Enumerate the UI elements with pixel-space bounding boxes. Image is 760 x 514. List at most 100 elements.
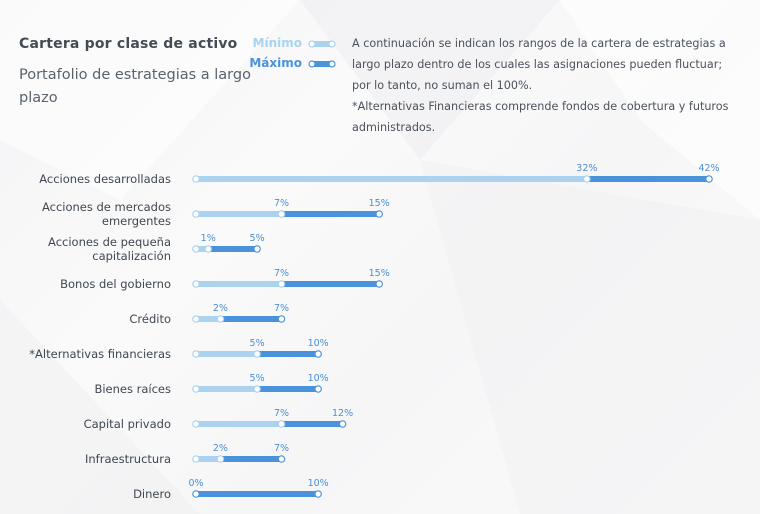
min-point bbox=[216, 455, 225, 463]
min-value-label: 7% bbox=[274, 198, 289, 209]
max-bar bbox=[196, 491, 319, 497]
max-value-label: 10% bbox=[308, 478, 329, 489]
min-bar bbox=[196, 421, 282, 427]
min-point bbox=[216, 315, 225, 323]
start-point bbox=[192, 420, 200, 428]
category-label-line: Capital privado bbox=[84, 417, 171, 431]
min-bar bbox=[196, 351, 258, 357]
start-point bbox=[192, 315, 200, 323]
min-value-label: 2% bbox=[213, 303, 228, 314]
start-point bbox=[192, 350, 200, 358]
category-label-line: capitalización bbox=[92, 249, 171, 263]
start-point bbox=[192, 385, 200, 393]
legend-min-swatch bbox=[308, 40, 336, 48]
max-point bbox=[375, 280, 384, 288]
category-label: Acciones de pequeña capitalización bbox=[48, 235, 171, 263]
max-point bbox=[277, 315, 286, 323]
max-bar bbox=[208, 246, 258, 252]
max-bar bbox=[220, 456, 282, 462]
legend-max-label: Máximo bbox=[249, 56, 302, 70]
min-value-label: 1% bbox=[201, 233, 216, 244]
max-point bbox=[705, 175, 713, 183]
category-label: Crédito bbox=[129, 312, 171, 326]
legend-max-swatch bbox=[308, 60, 336, 68]
max-bar bbox=[257, 351, 319, 357]
max-point bbox=[277, 455, 286, 463]
min-value-label: 7% bbox=[274, 408, 289, 419]
chart-title: Cartera por clase de activo bbox=[19, 36, 238, 52]
category-label-line: Bonos del gobierno bbox=[60, 277, 171, 291]
max-point bbox=[375, 210, 384, 218]
min-value-label: 32% bbox=[576, 163, 597, 174]
category-label-line: Crédito bbox=[129, 312, 171, 326]
min-bar bbox=[196, 386, 258, 392]
max-point bbox=[253, 245, 261, 253]
min-value-label: 7% bbox=[274, 268, 289, 279]
max-value-label: 5% bbox=[250, 233, 265, 244]
start-point bbox=[192, 490, 200, 498]
category-label: Bonos del gobierno bbox=[60, 277, 171, 291]
category-label-line: Acciones desarrolladas bbox=[39, 172, 171, 186]
min-value-label: 2% bbox=[213, 443, 228, 454]
category-label-line: Acciones de mercados bbox=[42, 200, 171, 214]
start-point bbox=[192, 280, 200, 288]
max-value-label: 7% bbox=[274, 303, 289, 314]
max-value-label: 15% bbox=[369, 198, 390, 209]
max-value-label: 42% bbox=[698, 163, 719, 174]
category-label: Acciones desarrolladas bbox=[39, 172, 171, 186]
min-point bbox=[253, 385, 261, 393]
start-point bbox=[192, 455, 200, 463]
min-point bbox=[277, 420, 286, 428]
max-bar bbox=[281, 281, 380, 287]
note-line-1: A continuación se indican los rangos de … bbox=[352, 37, 726, 92]
category-label-line: *Alternativas financieras bbox=[29, 347, 171, 361]
min-value-label: 5% bbox=[250, 338, 265, 349]
start-point bbox=[192, 210, 200, 218]
legend-item-min: Mínimo bbox=[240, 36, 336, 52]
category-label-line: emergentes bbox=[102, 214, 171, 228]
max-bar bbox=[220, 316, 282, 322]
legend-min-label: Mínimo bbox=[252, 36, 302, 50]
max-point bbox=[314, 350, 322, 358]
min-bar bbox=[196, 246, 209, 252]
max-value-label: 7% bbox=[274, 443, 289, 454]
category-label-line: Infraestructura bbox=[85, 452, 171, 466]
min-bar bbox=[196, 176, 587, 182]
min-bar bbox=[196, 316, 221, 322]
min-bar bbox=[196, 211, 282, 217]
min-point bbox=[277, 280, 286, 288]
category-label: Dinero bbox=[133, 487, 171, 501]
start-point bbox=[192, 175, 200, 183]
category-label: Bienes raíces bbox=[94, 382, 171, 396]
min-value-label: 0% bbox=[188, 478, 203, 489]
max-bar bbox=[281, 211, 380, 217]
note-text: A continuación se indican los rangos de … bbox=[352, 33, 732, 138]
max-value-label: 10% bbox=[308, 373, 329, 384]
category-label-line: Dinero bbox=[133, 487, 171, 501]
max-value-label: 15% bbox=[369, 268, 390, 279]
max-value-label: 10% bbox=[308, 338, 329, 349]
chart-subtitle: Portafolio de estrategias a largo plazo bbox=[19, 67, 251, 106]
min-point bbox=[583, 175, 591, 183]
max-point bbox=[314, 490, 322, 498]
legend-item-max: Máximo bbox=[240, 56, 336, 72]
category-label: *Alternativas financieras bbox=[29, 347, 171, 361]
max-value-label: 12% bbox=[332, 408, 353, 419]
max-bar bbox=[586, 176, 709, 182]
category-label: Acciones de mercados emergentes bbox=[42, 200, 171, 228]
category-label-line: Acciones de pequeña bbox=[48, 235, 171, 249]
min-value-label: 5% bbox=[250, 373, 265, 384]
min-bar bbox=[196, 281, 282, 287]
max-bar bbox=[257, 386, 319, 392]
category-label: Capital privado bbox=[84, 417, 171, 431]
max-bar bbox=[281, 421, 343, 427]
note-line-2: *Alternativas Financieras comprende fond… bbox=[352, 100, 729, 134]
min-point bbox=[277, 210, 286, 218]
category-label: Infraestructura bbox=[85, 452, 171, 466]
range-chart: Acciones desarrolladas 32% 42% Acciones de … bbox=[29, 163, 719, 501]
min-point bbox=[253, 350, 261, 358]
category-label-line: Bienes raíces bbox=[94, 382, 171, 396]
max-point bbox=[338, 420, 347, 428]
start-point bbox=[192, 245, 200, 253]
max-point bbox=[314, 385, 322, 393]
